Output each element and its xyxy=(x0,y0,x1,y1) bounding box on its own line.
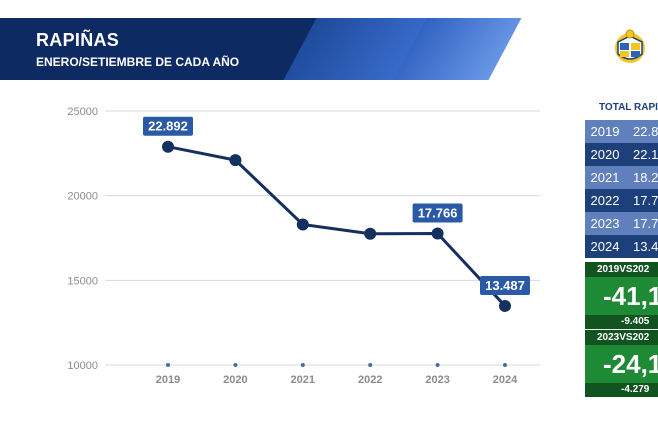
totals-value: 22.1 xyxy=(633,147,658,162)
totals-row: 2023 17.7 xyxy=(585,212,658,235)
data-point xyxy=(229,154,242,167)
data-point xyxy=(364,227,377,240)
y-tick-label: 15000 xyxy=(67,275,98,287)
page-title: RAPIÑAS xyxy=(36,30,120,50)
x-tick-label: 2023 xyxy=(425,374,449,386)
totals-row: 2019 22.8 xyxy=(585,120,658,143)
comparison-card-2019: 2019VS202 -41,1% -9.405 xyxy=(585,262,658,329)
x-axis-dot xyxy=(300,363,305,367)
totals-row: 2024 13.4 xyxy=(585,235,658,258)
data-point xyxy=(431,227,444,240)
comparison-label: 2023VS202 xyxy=(585,330,658,345)
data-point xyxy=(296,218,309,231)
data-point xyxy=(499,299,511,312)
totals-year: 2024 xyxy=(590,239,620,254)
x-axis-dot xyxy=(166,363,170,367)
x-tick-label: 2019 xyxy=(156,374,180,386)
totals-value: 13.4 xyxy=(633,239,658,254)
x-axis-dot xyxy=(233,363,238,367)
x-axis-dot xyxy=(368,363,373,367)
comparison-label: 2019VS202 xyxy=(585,262,658,277)
totals-row: 2022 17.7 xyxy=(585,189,658,212)
comparison-percent: -41,1% xyxy=(603,281,658,311)
totals-value: 18.2 xyxy=(633,170,658,185)
header-banner xyxy=(0,18,658,80)
page-subtitle: ENERO/SETIEMBRE DE CADA AÑO xyxy=(36,55,240,69)
y-tick-label: 20000 xyxy=(67,191,98,203)
uruguay-seal-icon xyxy=(615,29,645,63)
totals-year: 2021 xyxy=(590,170,620,185)
totals-value: 22.8 xyxy=(633,124,658,139)
data-label-box xyxy=(143,116,193,136)
x-tick-label: 2021 xyxy=(291,374,315,386)
data-label-box xyxy=(412,203,463,223)
comparison-card-2023: 2023VS202 -24,1% -4.279 xyxy=(585,330,658,397)
totals-year: 2020 xyxy=(590,147,620,162)
data-label: 17.766 xyxy=(418,205,458,220)
x-tick-label: 2022 xyxy=(358,374,382,386)
totals-header: TOTAL RAPIÑ xyxy=(585,96,658,120)
x-tick-label: 2020 xyxy=(223,374,247,386)
x-axis-dot xyxy=(435,363,440,367)
totals-value: 17.7 xyxy=(633,216,658,231)
totals-row: 2021 18.2 xyxy=(585,166,658,189)
x-axis-dot xyxy=(503,363,507,367)
totals-year: 2019 xyxy=(590,124,620,139)
data-label: 13.487 xyxy=(485,278,525,293)
x-tick-label: 2024 xyxy=(493,374,518,386)
data-point xyxy=(162,140,174,153)
totals-value: 17.7 xyxy=(633,193,658,208)
y-tick-label: 10000 xyxy=(67,360,98,372)
comparison-difference: -4.279 xyxy=(585,383,658,397)
y-tick-label: 25000 xyxy=(67,106,98,118)
data-label-box xyxy=(480,275,530,295)
totals-year: 2023 xyxy=(590,216,620,231)
series-line xyxy=(167,145,507,307)
totals-year: 2022 xyxy=(590,193,620,208)
totals-row: 2020 22.1 xyxy=(585,143,658,166)
comparison-difference: -9.405 xyxy=(585,315,658,329)
comparison-percent: -24,1% xyxy=(603,349,658,379)
totals-panel: TOTAL RAPIÑ 2019 22.8 2020 22.1 2021 18.… xyxy=(585,96,658,258)
data-label: 22.892 xyxy=(148,119,188,134)
